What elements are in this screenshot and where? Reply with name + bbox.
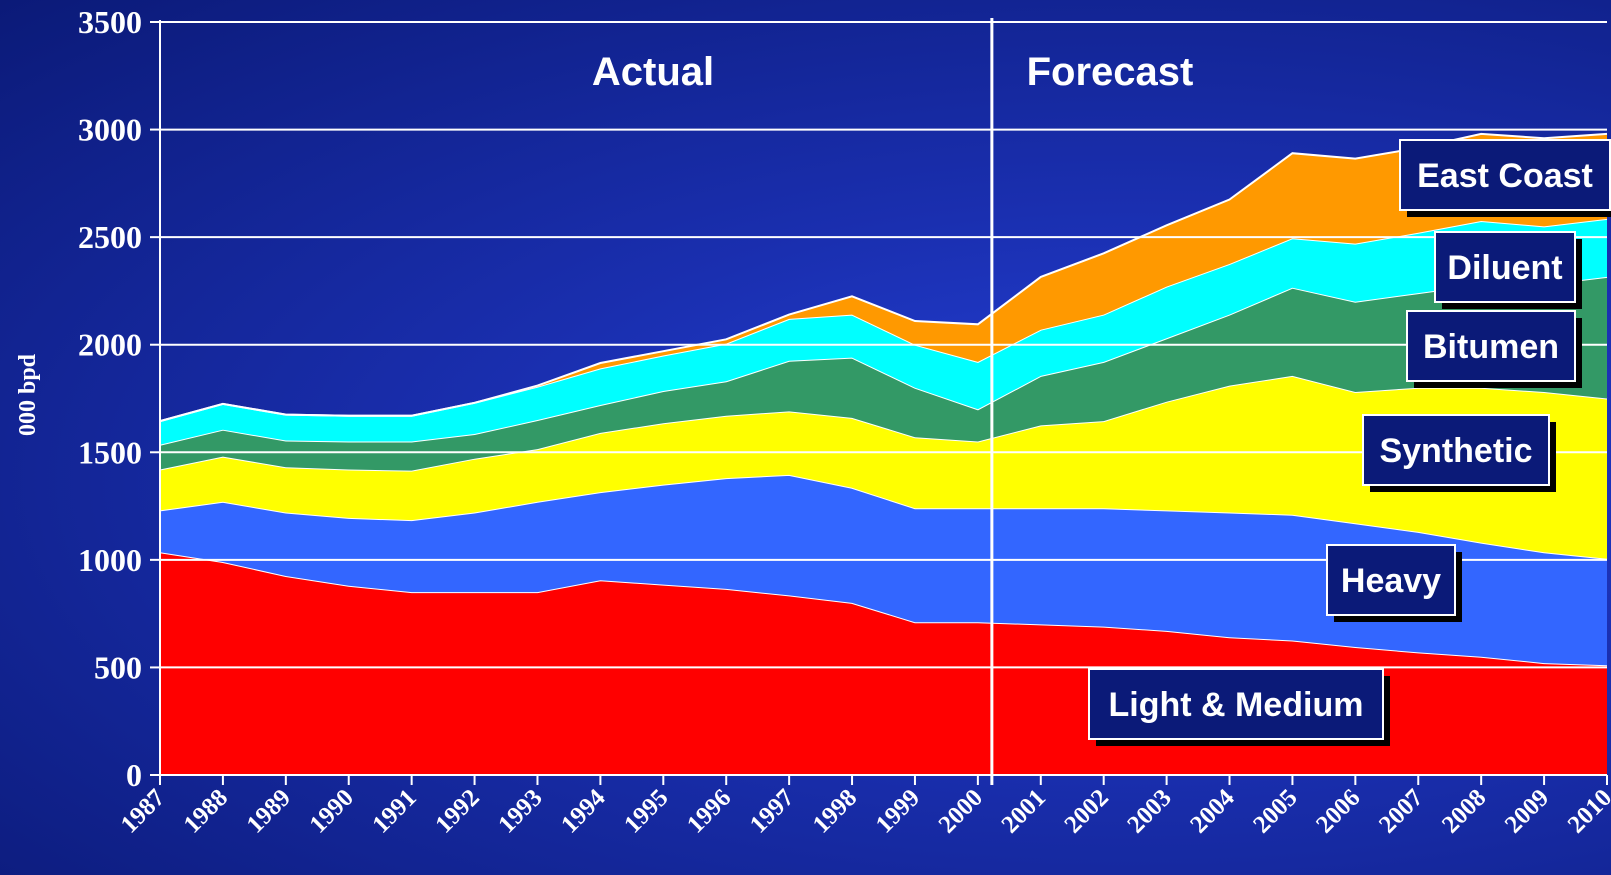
area-heavy: [160, 474, 1607, 666]
label-box-frame: [1326, 544, 1456, 616]
x-tick-label: 1992: [430, 784, 484, 838]
label-layer: East Coast Diluent Bitumen Synthetic Heavy Li…: [1088, 139, 1611, 746]
label-box-frame: [1362, 414, 1550, 486]
label-box-light-medium: Light & Medium: [1088, 668, 1390, 746]
y-tick-label: 0: [126, 757, 142, 793]
label-box-synthetic: Synthetic: [1362, 414, 1556, 492]
label-box-frame: [1088, 668, 1384, 740]
area-diluent: [160, 218, 1607, 445]
x-tick-label: 1998: [808, 784, 862, 838]
label-box-frame: [1406, 310, 1576, 382]
series-label-light-medium: Light & Medium: [1109, 686, 1364, 724]
x-tick-label: 1994: [556, 784, 611, 839]
label-box-diluent: Diluent: [1434, 231, 1582, 309]
label-box-east-coast: East Coast: [1399, 139, 1611, 217]
area-east-coast: [160, 133, 1607, 422]
y-tick-label: 1500: [78, 434, 142, 470]
series-label-east-coast: East Coast: [1417, 157, 1593, 195]
x-tick-label: 1999: [871, 784, 925, 838]
label-box-frame: [1434, 231, 1576, 303]
series-label-diluent: Diluent: [1447, 249, 1562, 287]
x-tick-label: 1990: [305, 784, 359, 838]
x-tick-label: 2009: [1500, 784, 1554, 838]
x-tick-label: 1993: [493, 784, 547, 838]
y-tick-label: 3500: [78, 4, 142, 40]
y-axis-label: 000 bpd: [15, 353, 41, 436]
x-tick-label: 2010: [1563, 784, 1611, 838]
area-synthetic: [160, 375, 1607, 559]
x-tick-label: 2005: [1248, 784, 1302, 838]
y-tick-label: 2500: [78, 219, 142, 255]
x-tick-label: 2004: [1185, 784, 1240, 839]
area-edge-east-coast: [159, 132, 1608, 423]
label-box-frame: [1399, 139, 1611, 211]
actual-region-label: Actual: [592, 50, 714, 94]
x-tick-label: 1997: [745, 784, 799, 838]
series-label-heavy: Heavy: [1341, 562, 1441, 600]
y-tick-label: 2000: [78, 327, 142, 363]
y-tick-label: 1000: [78, 542, 142, 578]
forecast-region-label: Forecast: [1027, 50, 1194, 94]
x-tick-label: 2003: [1122, 784, 1176, 838]
x-tick-label: 2001: [997, 784, 1051, 838]
x-tick-label: 2000: [934, 784, 988, 838]
x-tick-label: 2008: [1437, 784, 1491, 838]
x-tick-label: 1996: [682, 784, 736, 838]
x-tick-label: 2006: [1311, 784, 1365, 838]
series-label-bitumen: Bitumen: [1423, 328, 1559, 366]
label-box-bitumen: Bitumen: [1406, 310, 1582, 388]
series-label-synthetic: Synthetic: [1379, 432, 1532, 470]
x-tick-label: 1991: [367, 784, 421, 838]
y-tick-label: 500: [94, 649, 142, 685]
x-tick-label: 2007: [1374, 784, 1428, 838]
label-box-heavy: Heavy: [1326, 544, 1462, 622]
x-tick-label: 1995: [619, 784, 673, 838]
x-tick-label: 1987: [116, 784, 170, 838]
x-tick-label: 1989: [242, 784, 296, 838]
x-tick-label: 2002: [1059, 784, 1113, 838]
x-tick-label: 1988: [179, 784, 233, 838]
area-edge-light-medium: [159, 551, 1608, 667]
y-tick-label: 3000: [78, 112, 142, 148]
